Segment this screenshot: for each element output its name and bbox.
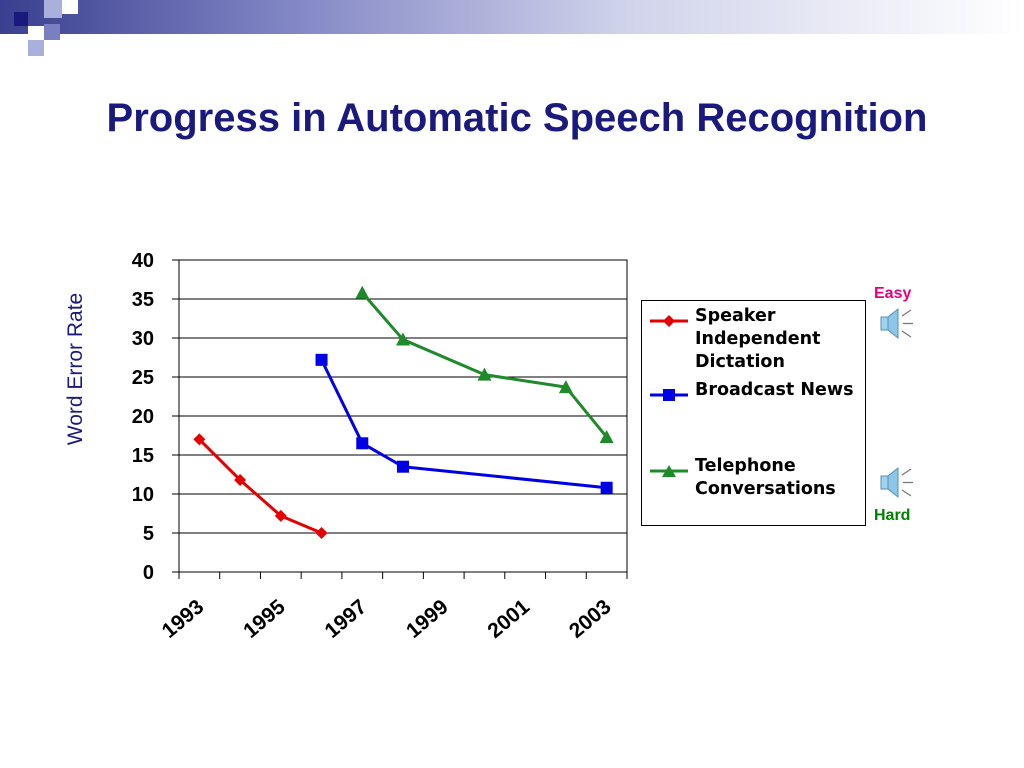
x-tick-label: 1993: [158, 595, 209, 643]
header-gradient-bar: [0, 0, 1024, 34]
legend-key-broadcast: [650, 389, 688, 401]
data-point-square: [315, 353, 328, 366]
x-tick-label: 1997: [321, 595, 372, 643]
data-point-square: [600, 481, 613, 494]
data-point-diamond: [315, 527, 328, 539]
x-tick-label: 1995: [239, 595, 290, 643]
y-tick-label: 40: [132, 250, 154, 272]
y-tick-label: 15: [132, 445, 154, 467]
y-tick-label: 35: [132, 289, 154, 311]
data-point-diamond: [234, 473, 247, 486]
easy-label: Easy: [874, 285, 912, 302]
legend-label-broadcast: Broadcast News: [695, 380, 854, 400]
y-tick-label: 30: [132, 328, 154, 350]
chart-legend: Speaker Independent Dictation Broadcast …: [641, 300, 866, 526]
x-tick-label: 2001: [483, 595, 534, 643]
y-tick-label: 25: [132, 367, 154, 389]
y-tick-label: 20: [132, 406, 154, 428]
data-point-diamond: [193, 433, 206, 446]
series-line-3: [361, 291, 608, 439]
y-tick-label: 10: [132, 484, 154, 506]
slide-title: Progress in Automatic Speech Recognition: [106, 96, 928, 140]
speaker-icon[interactable]: [876, 304, 916, 344]
plot-area: [178, 259, 628, 573]
data-point-triangle: [599, 430, 614, 444]
data-point-triangle: [558, 380, 573, 394]
legend-label-telephone: Telephone Conversations: [695, 456, 836, 499]
line-chart: 0 5 10 15 20 25 30 35 40 1993 1995 1997 1999 2001 2003: [132, 250, 628, 643]
x-tick-label: 1999: [402, 595, 453, 643]
series-line-1: [198, 438, 323, 535]
data-point-triangle: [396, 332, 410, 346]
series-line-2: [320, 359, 607, 490]
data-point-triangle: [355, 285, 370, 299]
x-tick-label: 2003: [565, 595, 616, 643]
y-tick-label: 0: [143, 562, 154, 584]
data-point-square: [356, 437, 369, 450]
data-point-triangle: [477, 367, 492, 381]
legend-label-dictation: Speaker Independent Dictation: [695, 306, 821, 372]
data-point-diamond: [274, 509, 287, 522]
legend-key-telephone: [650, 465, 688, 477]
y-tick-label: 5: [143, 523, 154, 545]
hard-label: Hard: [874, 507, 911, 524]
decorative-squares: [14, 0, 78, 56]
speaker-icon[interactable]: [876, 463, 916, 503]
legend-key-dictation: [650, 315, 688, 327]
data-point-square: [397, 460, 409, 473]
